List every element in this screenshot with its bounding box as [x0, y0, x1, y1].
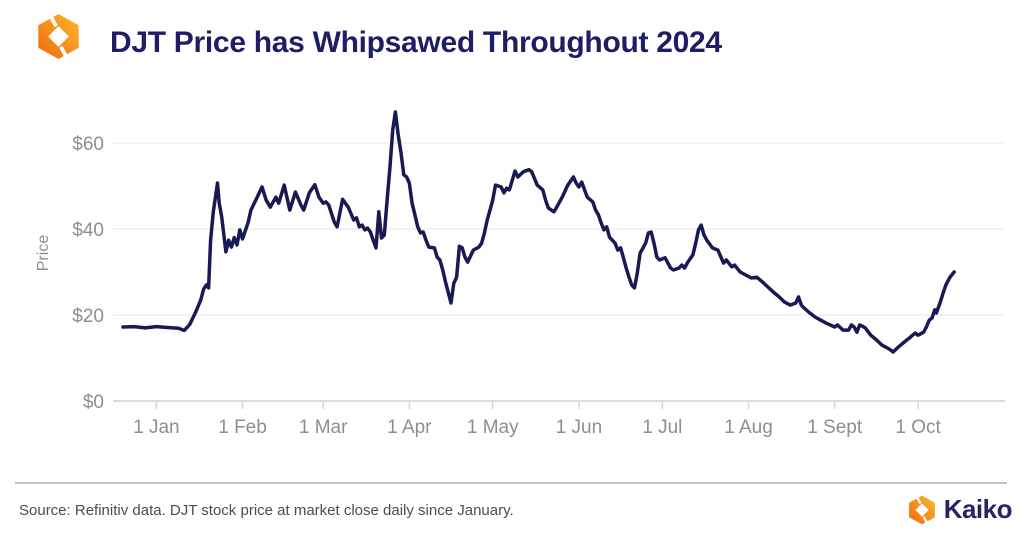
x-axis-labels: 1 Jan 1 Feb 1 Mar 1 Apr 1 May 1 Jun 1 Jul 1 Aug…	[133, 417, 941, 438]
y-axis-title: Price	[35, 235, 52, 272]
x-tick-label: 1 Oct	[895, 417, 941, 438]
kaiko-logo-icon	[38, 13, 79, 60]
price-line-series	[121, 110, 956, 354]
brand-name: Kaiko	[943, 494, 1013, 524]
header: DJT Price has Whipsawed Throughout 2024	[0, 0, 1036, 84]
y-tick-label: $60	[72, 134, 104, 155]
source-note: Source: Refinitiv data. DJT stock price …	[19, 502, 514, 519]
kaiko-logo-icon	[908, 494, 935, 525]
x-tick-label: 1 Apr	[387, 417, 432, 438]
footer-divider	[15, 482, 1007, 484]
y-axis-labels: $0 $20 $40 $60	[72, 134, 104, 413]
y-axis-label: Price	[35, 235, 52, 272]
page-title: DJT Price has Whipsawed Throughout 2024	[110, 26, 722, 59]
x-tick-label: 1 Jul	[642, 417, 682, 438]
x-axis-tick-marks	[155, 402, 919, 409]
x-tick-label: 1 Jun	[556, 417, 602, 438]
gridlines	[113, 142, 1005, 402]
brand-lockup: Kaiko	[907, 494, 1013, 525]
y-tick-label: $20	[72, 306, 104, 327]
x-tick-label: 1 May	[467, 417, 519, 438]
x-tick-label: 1 Aug	[724, 417, 773, 438]
y-tick-label: $0	[83, 392, 104, 413]
x-tick-label: 1 Sept	[807, 417, 863, 438]
x-tick-label: 1 Feb	[218, 417, 267, 438]
footer: Source: Refinitiv data. DJT stock price …	[0, 482, 1036, 548]
x-tick-label: 1 Jan	[133, 417, 179, 438]
y-tick-label: $40	[72, 220, 104, 241]
x-tick-label: 1 Mar	[299, 417, 348, 438]
